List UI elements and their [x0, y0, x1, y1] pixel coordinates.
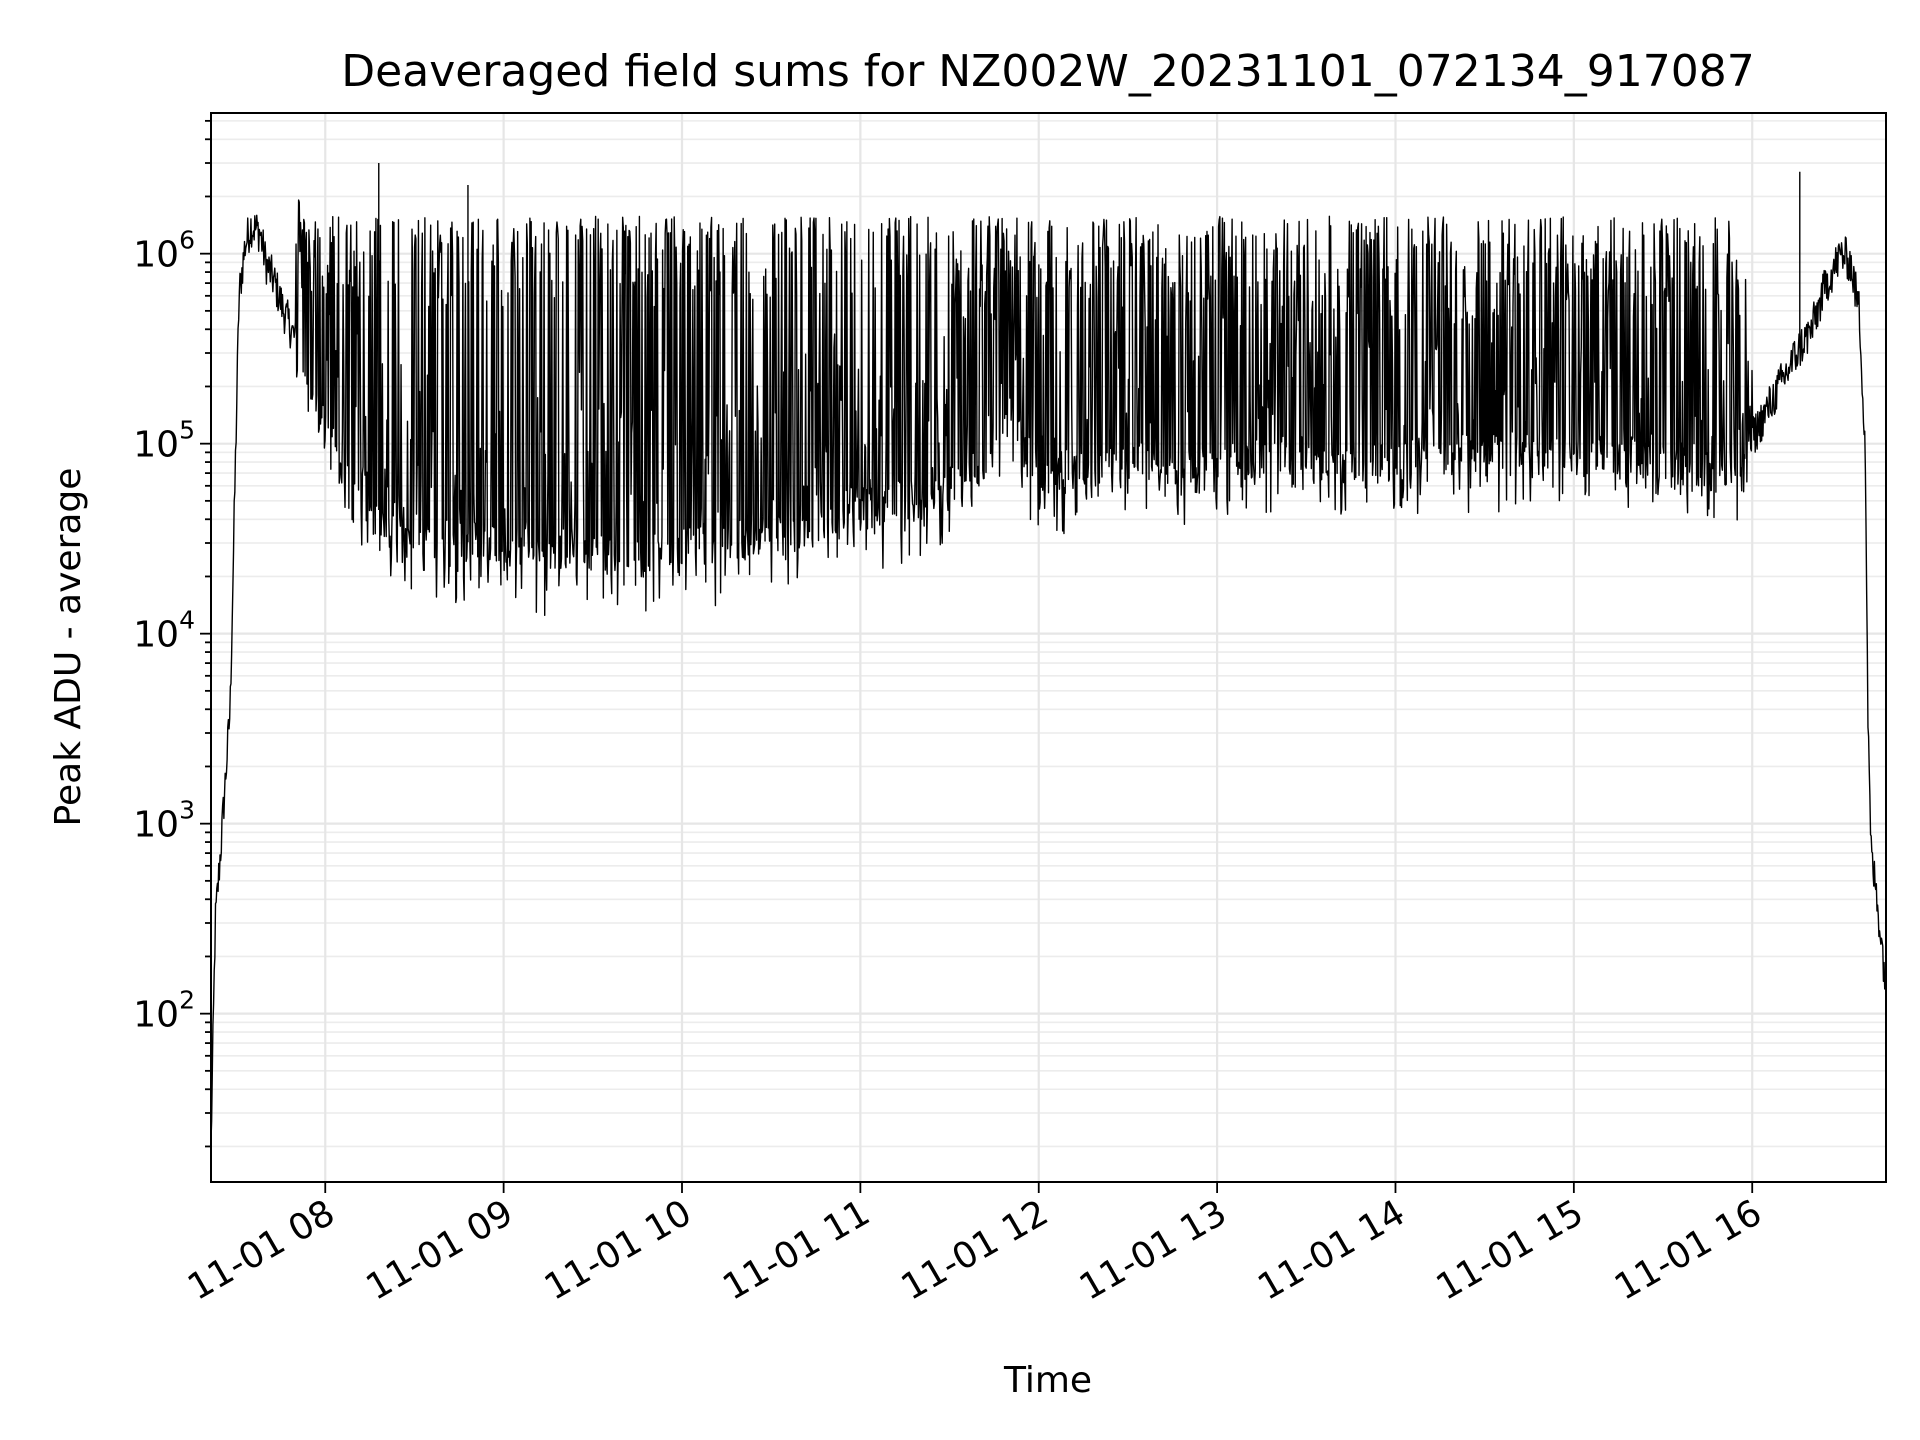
y-tick-base: 10	[133, 235, 179, 276]
plot-frame	[210, 112, 1887, 1183]
series-line	[211, 199, 1886, 1140]
y-tick-exponent: 3	[179, 796, 195, 825]
y-tick-exponent: 5	[179, 416, 195, 445]
y-tick-exponent: 4	[179, 606, 195, 635]
y-axis-label: Peak ADU - average	[48, 468, 89, 827]
chart-title: Deaveraged field sums for NZ002W_2023110…	[341, 46, 1754, 97]
y-tick-base: 10	[133, 425, 179, 466]
y-tick-base: 10	[133, 995, 179, 1036]
x-axis-label: Time	[1003, 1360, 1092, 1401]
y-tick-label: 106	[133, 226, 195, 276]
y-tick-label: 103	[133, 796, 195, 846]
y-tick-base: 10	[133, 805, 179, 846]
y-tick-label: 105	[133, 416, 195, 466]
y-tick-label: 102	[133, 986, 195, 1036]
y-tick-label: 104	[133, 606, 195, 656]
y-tick-exponent: 2	[179, 986, 195, 1015]
y-tick-base: 10	[133, 615, 179, 656]
y-tick-exponent: 6	[179, 226, 195, 255]
